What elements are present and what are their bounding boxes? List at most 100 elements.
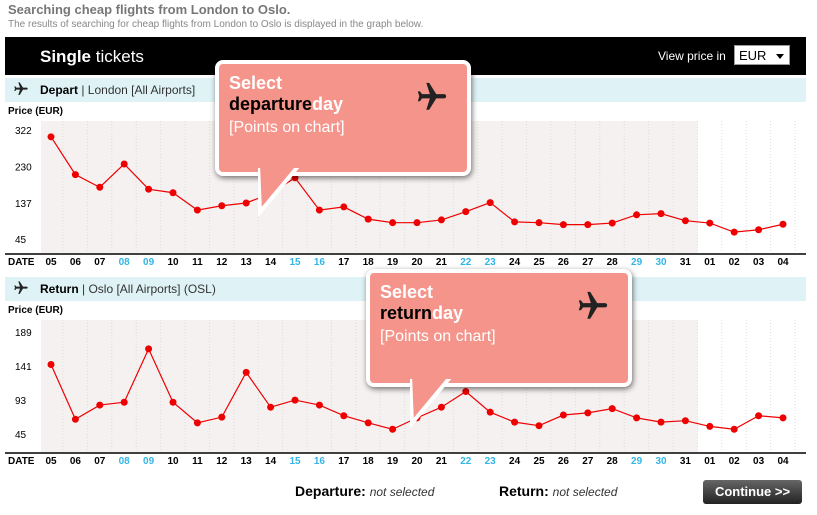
data-point[interactable] <box>535 219 543 227</box>
data-point[interactable] <box>389 425 397 433</box>
data-point[interactable] <box>706 219 714 227</box>
data-point[interactable] <box>291 174 299 182</box>
data-point[interactable] <box>779 414 787 422</box>
data-point[interactable] <box>71 171 79 179</box>
continue-button[interactable]: Continue >> <box>703 480 802 504</box>
x-tick-label: 12 <box>216 257 228 268</box>
x-tick-label: 03 <box>753 456 765 467</box>
data-point[interactable] <box>511 418 519 426</box>
callout-line1: Select <box>229 73 283 93</box>
callout-hint: [Points on chart] <box>229 119 345 136</box>
data-point[interactable] <box>120 398 128 406</box>
data-point[interactable] <box>96 183 104 191</box>
data-point[interactable] <box>681 417 689 425</box>
data-point[interactable] <box>218 202 226 210</box>
data-point[interactable] <box>169 398 177 406</box>
data-point[interactable] <box>559 411 567 419</box>
data-point[interactable] <box>71 415 79 423</box>
data-point[interactable] <box>755 412 763 420</box>
data-point[interactable] <box>340 203 348 211</box>
data-point[interactable] <box>364 215 372 223</box>
data-point[interactable] <box>242 199 250 207</box>
data-point[interactable] <box>193 206 201 214</box>
return-location: | Oslo [All Airports] (OSL) <box>78 282 216 296</box>
data-point[interactable] <box>730 228 738 236</box>
x-tick-label: 10 <box>167 456 179 467</box>
data-point[interactable] <box>584 409 592 417</box>
data-point[interactable] <box>706 422 714 430</box>
x-tick-label: 04 <box>777 257 789 268</box>
x-tick-label: 15 <box>289 257 301 268</box>
x-tick-label: 08 <box>119 257 131 268</box>
data-point[interactable] <box>364 419 372 427</box>
x-tick-label: 01 <box>704 257 716 268</box>
x-tick-label: 05 <box>45 456 57 467</box>
x-tick-label: 19 <box>387 456 399 467</box>
data-point[interactable] <box>633 414 641 422</box>
data-point[interactable] <box>511 218 519 226</box>
data-point[interactable] <box>559 221 567 229</box>
data-point[interactable] <box>267 403 275 411</box>
x-tick-label: 21 <box>436 456 448 467</box>
return-callout: Select returnday [Points on chart] <box>366 269 632 387</box>
data-point[interactable] <box>437 403 445 411</box>
depart-location: | London [All Airports] <box>78 83 196 97</box>
data-point[interactable] <box>779 220 787 228</box>
callout-suffix: day <box>312 94 344 114</box>
data-point[interactable] <box>657 418 665 426</box>
data-point[interactable] <box>584 221 592 229</box>
x-tick-label: 20 <box>411 257 423 268</box>
data-point[interactable] <box>120 160 128 168</box>
data-point[interactable] <box>145 185 153 193</box>
x-tick-label: 08 <box>119 456 131 467</box>
data-point[interactable] <box>437 216 445 224</box>
x-tick-label: 11 <box>192 456 203 467</box>
data-point[interactable] <box>608 219 616 227</box>
data-point[interactable] <box>340 412 348 420</box>
data-point[interactable] <box>681 217 689 225</box>
data-point[interactable] <box>486 408 494 416</box>
currency-select[interactable]: EUR <box>734 45 790 65</box>
data-point[interactable] <box>462 388 470 396</box>
data-point[interactable] <box>218 413 226 421</box>
data-point[interactable] <box>193 419 201 427</box>
data-point[interactable] <box>755 226 763 234</box>
data-point[interactable] <box>633 211 641 219</box>
data-point[interactable] <box>315 401 323 409</box>
data-point[interactable] <box>242 368 250 376</box>
data-point[interactable] <box>462 208 470 216</box>
depart-label: Depart | London [All Airports] <box>40 83 195 97</box>
data-point[interactable] <box>169 189 177 197</box>
data-point[interactable] <box>315 206 323 214</box>
data-point[interactable] <box>96 401 104 409</box>
data-point[interactable] <box>730 425 738 433</box>
y-tick-label: 137 <box>15 199 32 210</box>
page-title: Searching cheap flights from London to O… <box>8 2 291 17</box>
y-tick-label: 230 <box>15 162 32 173</box>
data-point[interactable] <box>657 210 665 218</box>
data-point[interactable] <box>291 396 299 404</box>
x-tick-label: 06 <box>70 456 82 467</box>
x-tick-label: 29 <box>631 257 643 268</box>
departure-status-value: not selected <box>369 485 435 499</box>
data-point[interactable] <box>145 345 153 353</box>
data-point[interactable] <box>535 422 543 430</box>
x-tick-label: 10 <box>167 257 179 268</box>
x-tick-label: 26 <box>558 456 570 467</box>
x-tick-label: 06 <box>70 257 82 268</box>
x-tick-label: 27 <box>582 456 594 467</box>
y-tick-label: 45 <box>15 430 27 441</box>
x-axis-label: DATE <box>8 456 35 467</box>
data-point[interactable] <box>413 219 421 227</box>
x-tick-label: 09 <box>143 456 155 467</box>
x-tick-label: 22 <box>460 257 472 268</box>
data-point[interactable] <box>389 219 397 227</box>
ticket-type-bold: Single <box>40 47 92 66</box>
x-tick-label: 14 <box>265 456 277 467</box>
data-point[interactable] <box>486 199 494 207</box>
x-tick-label: 26 <box>558 257 570 268</box>
data-point[interactable] <box>47 361 55 369</box>
callout-line1: Select <box>380 282 434 302</box>
data-point[interactable] <box>608 405 616 413</box>
data-point[interactable] <box>47 133 55 141</box>
